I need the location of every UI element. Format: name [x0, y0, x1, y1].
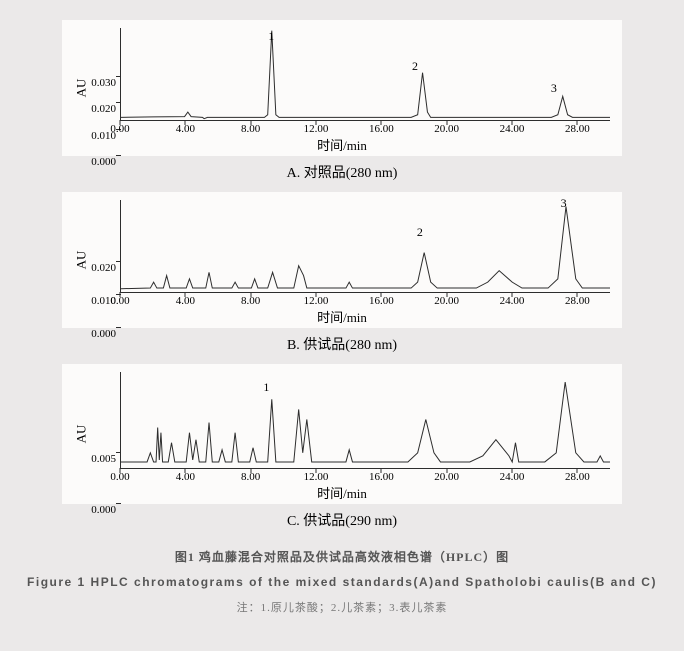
x-tick-label: 0.00 — [110, 471, 129, 483]
chromatogram-trace — [121, 372, 610, 468]
panel-subtitle: B. 供试品(280 nm) — [20, 334, 664, 354]
y-tick-label: 0.005 — [91, 453, 116, 465]
peak-label: 1 — [263, 380, 269, 395]
caption-footnote: 注：1.原儿茶酸；2.儿茶素；3.表儿茶素 — [20, 599, 664, 615]
x-tick-label: 16.00 — [369, 295, 394, 307]
x-tick-label: 24.00 — [500, 471, 525, 483]
y-tick-label: 0.030 — [91, 77, 116, 89]
chromatogram-trace — [121, 28, 610, 120]
caption-cn: 图1 鸡血藤混合对照品及供试品高效液相色谱（HPLC）图 — [20, 548, 664, 565]
x-tick-label: 16.00 — [369, 471, 394, 483]
x-tick-label: 0.00 — [110, 123, 129, 135]
x-tick-label: 0.00 — [110, 295, 129, 307]
x-tick-label: 20.00 — [434, 471, 459, 483]
panel-subtitle: C. 供试品(290 nm) — [20, 510, 664, 530]
x-tick-label: 12.00 — [304, 123, 329, 135]
chart-panel-C: AU0.0000.00510.004.008.0012.0016.0020.00… — [62, 364, 622, 504]
x-tick-label: 20.00 — [434, 123, 459, 135]
plot-area: 23 — [120, 200, 610, 293]
x-axis-label: 时间/min — [62, 307, 622, 328]
x-tick-label: 8.00 — [241, 123, 260, 135]
y-tick-label: 0.000 — [91, 328, 116, 340]
chromatogram-trace — [121, 200, 610, 292]
x-tick-label: 8.00 — [241, 471, 260, 483]
x-tick-label: 28.00 — [565, 295, 590, 307]
x-tick-label: 24.00 — [500, 123, 525, 135]
x-axis-label: 时间/min — [62, 135, 622, 156]
x-tick-label: 28.00 — [565, 471, 590, 483]
x-axis-label: 时间/min — [62, 483, 622, 504]
peak-label: 1 — [268, 29, 274, 44]
x-tick-label: 8.00 — [241, 295, 260, 307]
x-tick-label: 20.00 — [434, 295, 459, 307]
peak-label: 3 — [561, 196, 567, 211]
x-tick-label: 16.00 — [369, 123, 394, 135]
chart-panel-B: AU0.0000.0100.020230.004.008.0012.0016.0… — [62, 192, 622, 328]
y-tick-label: 0.020 — [91, 262, 116, 274]
peak-label: 3 — [551, 81, 557, 96]
y-tick-label: 0.000 — [91, 156, 116, 168]
y-tick-label: 0.020 — [91, 103, 116, 115]
y-tick-label: 0.000 — [91, 504, 116, 516]
peak-label: 2 — [417, 225, 423, 240]
x-tick-label: 4.00 — [176, 123, 195, 135]
x-tick-label: 4.00 — [176, 471, 195, 483]
x-tick-label: 4.00 — [176, 295, 195, 307]
chart-panel-A: AU0.0000.0100.0200.0301230.004.008.0012.… — [62, 20, 622, 156]
x-tick-label: 28.00 — [565, 123, 590, 135]
plot-area: 1 — [120, 372, 610, 469]
plot-area: 1 2 3 — [120, 28, 610, 121]
x-tick-label: 12.00 — [304, 471, 329, 483]
x-tick-label: 24.00 — [500, 295, 525, 307]
caption-en: Figure 1 HPLC chromatograms of the mixed… — [20, 575, 664, 589]
panel-subtitle: A. 对照品(280 nm) — [20, 162, 664, 182]
peak-label: 2 — [412, 59, 418, 74]
x-tick-label: 12.00 — [304, 295, 329, 307]
